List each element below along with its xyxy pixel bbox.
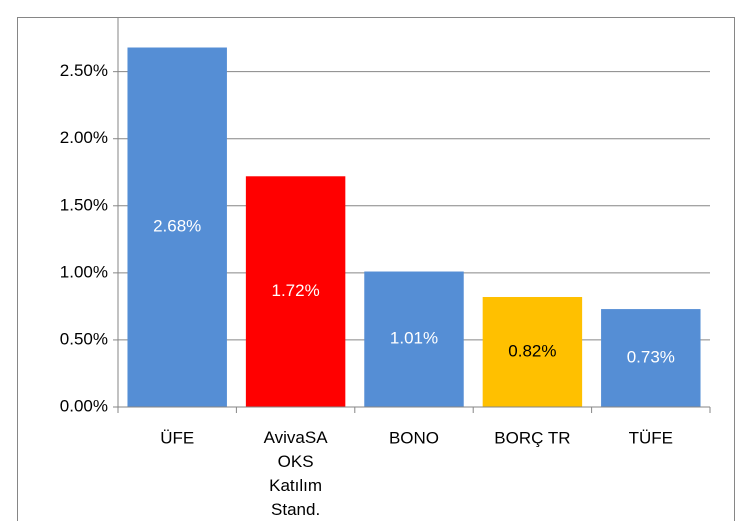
x-tick-label: BORÇ TR: [494, 428, 570, 447]
value-label: 0.82%: [508, 341, 556, 360]
x-tick-label: BONO: [389, 428, 439, 447]
y-tick-label: 0.00%: [60, 396, 108, 415]
y-tick-label: 1.50%: [60, 195, 108, 214]
value-label: 1.01%: [390, 329, 438, 348]
x-tick-label: AvivaSA OKS Katılım Stand.: [264, 428, 329, 519]
value-label: 1.72%: [271, 281, 319, 300]
x-tick-label: TÜFE: [629, 428, 673, 447]
bar: [364, 271, 464, 407]
x-tick-label: ÜFE: [160, 428, 194, 447]
chart-border: [17, 17, 735, 521]
bar: [601, 309, 701, 407]
y-tick-label: 2.50%: [60, 61, 108, 80]
bar: [245, 176, 346, 407]
bar: [127, 47, 227, 407]
value-label: 0.73%: [627, 348, 675, 367]
value-label: 2.68%: [153, 217, 201, 236]
bar: [482, 297, 583, 407]
y-tick-label: 0.50%: [60, 329, 108, 348]
y-tick-label: 2.00%: [60, 128, 108, 147]
y-tick-label: 1.00%: [60, 262, 108, 281]
